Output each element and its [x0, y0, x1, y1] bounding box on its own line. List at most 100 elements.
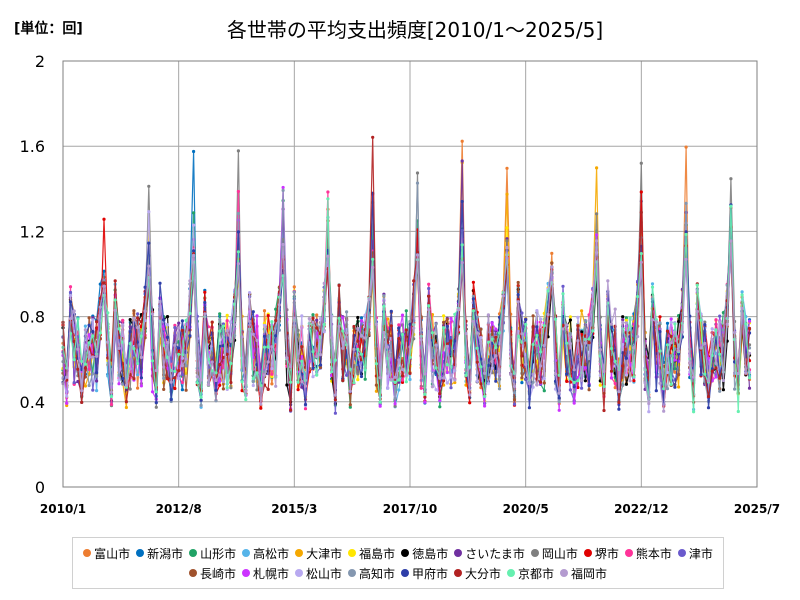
- series-point-15: [624, 373, 629, 377]
- legend-item: 岡山市: [530, 545, 578, 562]
- x-tick-label: 2025/7: [734, 502, 780, 516]
- series-point-17: [147, 241, 151, 245]
- series-point-10: [632, 379, 636, 383]
- series-point-18: [180, 328, 184, 332]
- series-point-1: [292, 285, 296, 289]
- series-point-18: [714, 366, 718, 370]
- series-point-19: [397, 378, 401, 382]
- series-point-19: [453, 312, 457, 316]
- series-point-18: [132, 377, 136, 381]
- series-point-20: [251, 332, 255, 336]
- series-point-20: [218, 373, 222, 377]
- series-point-20: [136, 326, 140, 330]
- series-point-20: [352, 347, 356, 351]
- series-point-13: [386, 330, 390, 334]
- series-point-17: [128, 330, 132, 334]
- series-point-14: [706, 356, 711, 360]
- series-point-5: [453, 380, 457, 385]
- series-point-19: [572, 380, 576, 384]
- series-point-15: [165, 323, 170, 327]
- series-point-16: [628, 350, 632, 354]
- series-point-3: [721, 311, 726, 315]
- series-point-20: [214, 378, 218, 383]
- series-point-19: [359, 352, 364, 356]
- legend-label: 山形市: [200, 546, 237, 561]
- series-point-17: [251, 310, 255, 314]
- series-point-20: [303, 384, 308, 388]
- series-point-17: [121, 376, 125, 381]
- series-point-20: [289, 365, 293, 369]
- series-point-20: [162, 365, 166, 369]
- legend-label: 大津市: [306, 546, 343, 561]
- series-point-16: [292, 290, 296, 294]
- series-point-20: [598, 348, 602, 352]
- series-point-17: [684, 230, 688, 234]
- series-point-19: [255, 371, 259, 375]
- series-point-20: [662, 409, 666, 413]
- series-point-14: [747, 319, 752, 323]
- series-point-19: [497, 331, 502, 335]
- series-point-14: [423, 400, 427, 404]
- series-point-15: [490, 366, 494, 370]
- series-point-15: [192, 223, 196, 227]
- series-point-19: [221, 324, 225, 328]
- series-point-11: [225, 319, 229, 323]
- series-point-16: [747, 346, 752, 350]
- series-point-16: [475, 315, 479, 319]
- series-point-7: [568, 318, 573, 322]
- series-point-13: [143, 336, 147, 340]
- series-point-20: [692, 375, 696, 379]
- series-point-9: [255, 388, 259, 392]
- series-point-14: [714, 375, 718, 379]
- series-point-19: [669, 382, 673, 386]
- legend-marker: [624, 549, 633, 557]
- series-point-6: [624, 318, 629, 322]
- series-point-16: [673, 347, 677, 351]
- series-point-17: [359, 374, 364, 379]
- series-point-17: [188, 334, 192, 338]
- x-tick-label: 2012/8: [156, 502, 202, 516]
- series-point-20: [285, 356, 289, 360]
- legend-marker: [242, 549, 251, 557]
- series-point-18: [412, 279, 416, 283]
- series-point-17: [453, 339, 457, 343]
- series-point-20: [557, 391, 561, 395]
- series-point-20: [725, 322, 729, 326]
- series-point-20: [206, 383, 211, 387]
- series-point-18: [587, 341, 591, 345]
- series-point-13: [374, 383, 378, 387]
- series-point-14: [557, 408, 561, 412]
- series-point-16: [345, 310, 349, 314]
- series-point-20: [244, 389, 248, 393]
- series-point-5: [65, 403, 69, 408]
- series-point-12: [91, 388, 95, 392]
- series-point-20: [177, 326, 181, 330]
- series-point-18: [423, 395, 427, 399]
- series-point-4: [740, 290, 744, 294]
- series-point-13: [367, 333, 371, 337]
- series-point-11: [236, 189, 240, 194]
- series-point-20: [371, 265, 375, 269]
- series-point-19: [427, 304, 431, 308]
- legend-marker: [348, 549, 357, 557]
- legend-marker: [188, 569, 197, 577]
- legend-marker: [295, 549, 304, 557]
- series-point-20: [483, 371, 487, 375]
- legend-marker: [241, 569, 250, 577]
- series-point-20: [113, 308, 117, 312]
- series-point-8: [460, 159, 464, 163]
- series-point-13: [348, 403, 352, 407]
- series-point-15: [475, 379, 479, 383]
- series-point-9: [505, 239, 509, 243]
- series-point-6: [270, 374, 274, 379]
- series-point-10: [218, 383, 222, 387]
- series-point-15: [68, 293, 73, 298]
- series-point-20: [703, 341, 707, 346]
- series-point-19: [524, 322, 528, 326]
- series-point-19: [240, 380, 244, 384]
- series-point-2: [520, 381, 524, 385]
- legend-item: 大分市: [454, 565, 501, 582]
- series-point-11: [180, 380, 184, 385]
- series-point-17: [587, 384, 591, 388]
- series-point-20: [65, 375, 69, 379]
